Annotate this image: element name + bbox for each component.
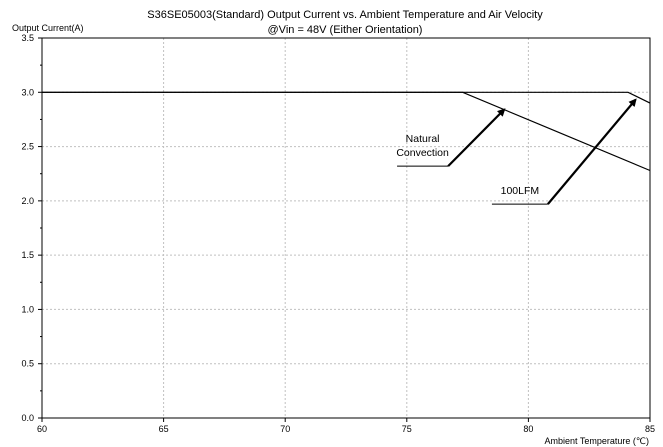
x-tick-label: 85 — [645, 424, 655, 434]
y-axis-label: Output Current(A) — [12, 23, 84, 33]
annotation-label-100lfm: 100LFM — [501, 185, 540, 197]
x-tick-label: 70 — [280, 424, 290, 434]
x-tick-label: 80 — [523, 424, 533, 434]
series-line-natural-convection — [42, 91, 651, 172]
axis-ticks: 0.0 0.5 1.0 1.5 2.0 2.5 3.0 3.5 60 65 70 75 80 85 — [21, 33, 655, 434]
y-tick-label: 1.5 — [21, 250, 34, 260]
series-line-100lfm — [42, 91, 651, 104]
annotation-label-natural-convection: Convection — [396, 147, 449, 159]
y-tick-label: 3.5 — [21, 33, 34, 43]
y-tick-label: 1.0 — [21, 304, 34, 314]
annotation-label-natural-convection: Natural — [406, 133, 440, 145]
annotation-arrow-natural-convection — [447, 108, 506, 167]
annotation-arrow-100lfm — [547, 98, 637, 205]
chart-title-line1: S36SE05003(Standard) Output Current vs. … — [147, 9, 543, 21]
y-tick-label: 2.0 — [21, 196, 34, 206]
y-tick-label: 3.0 — [21, 87, 34, 97]
x-axis-label: Ambient Temperature (℃) — [545, 436, 649, 446]
x-tick-label: 75 — [402, 424, 412, 434]
chart-title-line2: @Vin = 48V (Either Orientation) — [268, 24, 423, 36]
grid-lines — [42, 38, 650, 418]
annotations: Natural Convection 100LFM — [396, 98, 637, 205]
y-tick-label: 0.0 — [21, 413, 34, 423]
y-tick-label: 0.5 — [21, 359, 34, 369]
series-lines — [42, 91, 651, 172]
plot-frame — [41, 37, 651, 419]
x-tick-label: 60 — [37, 424, 47, 434]
x-tick-label: 65 — [159, 424, 169, 434]
y-tick-label: 2.5 — [21, 142, 34, 152]
